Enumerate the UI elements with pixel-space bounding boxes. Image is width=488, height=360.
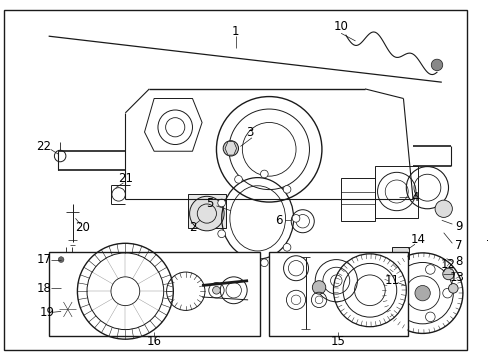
Text: 14: 14 — [409, 233, 425, 246]
Circle shape — [212, 287, 220, 294]
Circle shape — [292, 215, 299, 222]
Circle shape — [430, 59, 442, 71]
Circle shape — [425, 265, 434, 274]
Text: 19: 19 — [39, 306, 54, 319]
Text: 15: 15 — [330, 334, 345, 348]
Text: 11: 11 — [384, 274, 399, 287]
Text: 7: 7 — [485, 239, 488, 252]
Text: 8: 8 — [454, 255, 462, 268]
Circle shape — [217, 199, 225, 207]
Circle shape — [447, 284, 457, 293]
Text: 18: 18 — [36, 282, 51, 295]
Circle shape — [217, 230, 225, 238]
Circle shape — [312, 281, 325, 294]
Circle shape — [58, 257, 64, 262]
Circle shape — [397, 274, 407, 283]
Bar — [187, 194, 225, 228]
Text: 5: 5 — [205, 198, 213, 211]
Bar — [268, 252, 407, 336]
Text: 17: 17 — [36, 253, 51, 266]
Text: 12: 12 — [440, 258, 455, 271]
Text: 16: 16 — [146, 334, 162, 348]
Text: 2: 2 — [188, 221, 196, 234]
Circle shape — [442, 288, 451, 298]
Bar — [396, 258, 404, 264]
Text: 3: 3 — [246, 126, 253, 139]
Bar — [60, 252, 77, 276]
Text: 7: 7 — [454, 239, 462, 252]
Circle shape — [234, 175, 242, 183]
Circle shape — [54, 150, 66, 162]
Circle shape — [283, 243, 290, 251]
Circle shape — [234, 253, 242, 261]
Text: 13: 13 — [449, 271, 464, 284]
Text: 4: 4 — [410, 191, 418, 204]
Circle shape — [283, 185, 290, 193]
Text: 1: 1 — [231, 25, 239, 38]
Circle shape — [397, 303, 407, 312]
Text: 9: 9 — [454, 220, 462, 233]
Circle shape — [414, 285, 429, 301]
Polygon shape — [224, 141, 236, 155]
Text: 6: 6 — [274, 214, 282, 227]
Circle shape — [59, 301, 76, 318]
Circle shape — [223, 141, 238, 156]
Circle shape — [425, 312, 434, 321]
Text: 22: 22 — [36, 140, 51, 153]
Text: 21: 21 — [118, 172, 133, 185]
Circle shape — [434, 200, 451, 217]
Circle shape — [260, 170, 267, 178]
Text: 20: 20 — [75, 221, 89, 234]
Bar — [341, 178, 374, 221]
Circle shape — [260, 259, 267, 266]
Circle shape — [442, 268, 453, 280]
Bar — [391, 247, 408, 258]
Text: 10: 10 — [333, 20, 348, 33]
Bar — [48, 252, 259, 336]
Bar — [374, 166, 417, 219]
Circle shape — [189, 196, 224, 231]
